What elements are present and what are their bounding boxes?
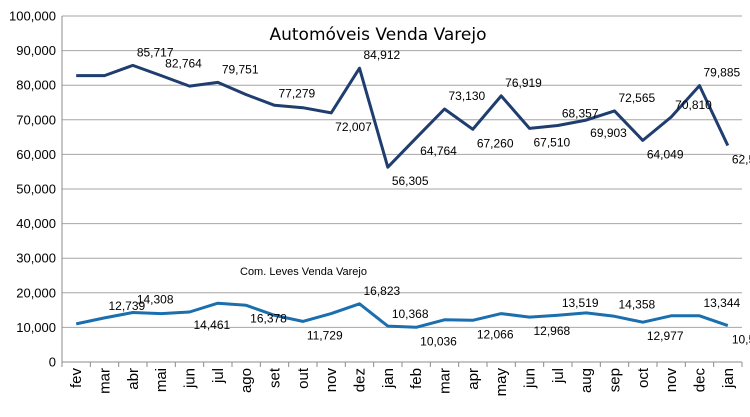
x-tick-label: set [267, 367, 284, 388]
series-line-com-leves [75, 301, 729, 329]
data-label: 82,764 [165, 57, 202, 71]
data-label: 68,357 [562, 106, 599, 120]
y-tick-label: 20,000 [16, 285, 56, 300]
x-tick-label: abr [125, 368, 142, 390]
data-label: 10,368 [392, 307, 429, 321]
data-label: 69,903 [590, 126, 627, 140]
data-label: 84,912 [364, 48, 401, 62]
data-label: 73,130 [449, 89, 486, 103]
y-tick-label: 60,000 [16, 147, 56, 162]
y-tick-label: 70,000 [16, 112, 56, 127]
data-label: 10,036 [420, 334, 457, 348]
x-tick-label: dec [692, 368, 709, 393]
x-tick-label: mar [97, 368, 114, 394]
series-line-automoveis [76, 63, 730, 169]
data-label: 85,717 [137, 45, 174, 59]
data-label: 79,885 [704, 66, 741, 80]
x-tick-label: may [493, 368, 510, 397]
y-tick-label: 30,000 [16, 251, 56, 266]
x-tick-label: jul [550, 368, 567, 384]
x-tick-label: apr [465, 368, 482, 390]
data-label: 13,519 [562, 296, 599, 310]
data-label: 64,764 [420, 144, 457, 158]
y-tick-label: 10,000 [16, 320, 56, 335]
x-tick-label: nov [323, 368, 340, 393]
data-label: 79,751 [222, 62, 259, 76]
data-label: 12,739 [109, 299, 146, 313]
x-tick-label: fev [68, 368, 85, 389]
x-tick-label: feb [408, 368, 425, 389]
x-tick-label: ago [238, 368, 255, 393]
data-label: 72,565 [619, 91, 656, 105]
y-tick-label: 0 [49, 355, 56, 370]
data-label: 77,279 [279, 86, 316, 100]
data-label: 14,461 [194, 318, 231, 332]
x-tick-label: jul [210, 368, 227, 384]
x-tick-label: mai [153, 368, 170, 392]
data-label: 70,810 [675, 98, 712, 112]
x-tick-label: aug [578, 368, 595, 393]
data-label: 11,729 [307, 328, 343, 342]
x-tick-label: nov [663, 368, 680, 393]
data-label: 72,007 [335, 120, 372, 134]
data-label: 13,344 [704, 296, 741, 310]
data-label: 67,510 [534, 135, 571, 149]
y-tick-label: 50,000 [16, 182, 56, 197]
y-tick-label: 80,000 [16, 78, 56, 93]
y-tick-label: 100,000 [9, 9, 56, 24]
x-tick-label: jun [182, 368, 199, 389]
x-tick-label: sep [607, 368, 624, 392]
data-label: 12,066 [477, 327, 514, 341]
x-tick-label: jan [380, 368, 397, 389]
data-label: 16,823 [364, 284, 401, 298]
data-label: 64,049 [647, 147, 684, 161]
x-tick-label: oct [635, 367, 652, 388]
x-tick-label: out [295, 367, 312, 389]
y-tick-label: 40,000 [16, 216, 56, 231]
data-label: 12,968 [534, 324, 571, 338]
data-label: 67,260 [477, 136, 514, 150]
series-label-com-leves: Com. Leves Venda Varejo [240, 266, 367, 278]
x-tick-label: jan [720, 368, 737, 389]
x-tick-label: mar [437, 368, 454, 394]
data-label: 14,308 [137, 292, 174, 306]
data-label: 16,378 [250, 311, 287, 325]
data-label: 76,919 [505, 76, 542, 90]
y-tick-label: 90,000 [16, 43, 56, 58]
data-label: 14,358 [619, 297, 656, 311]
x-tick-label: jun [522, 368, 539, 389]
data-label: 12,977 [647, 329, 684, 343]
data-label: 56,305 [392, 174, 429, 188]
chart-title: Automóveis Venda Varejo [269, 25, 486, 45]
x-tick-label: dez [352, 368, 369, 392]
data-label: 10,529 [732, 333, 750, 347]
data-label: 62,572 [732, 153, 750, 167]
